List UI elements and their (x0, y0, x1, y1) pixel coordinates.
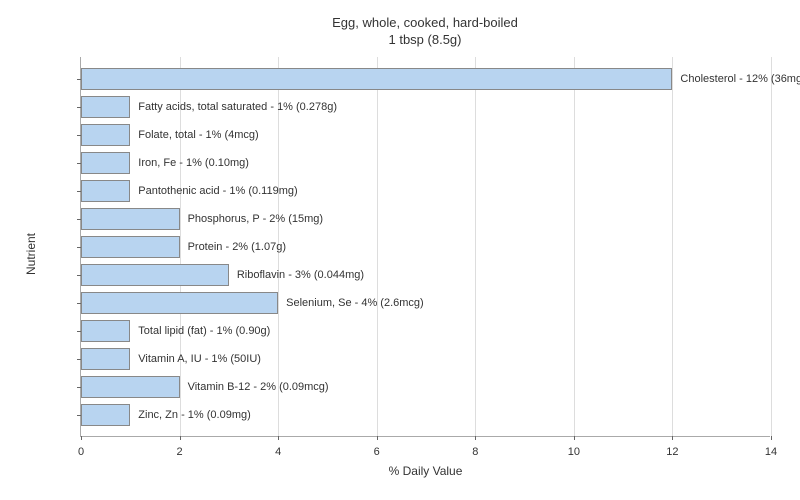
bar (81, 376, 180, 398)
chart-title-line1: Egg, whole, cooked, hard-boiled (80, 15, 770, 30)
gridline (475, 57, 476, 436)
x-tick (574, 436, 575, 440)
x-tick-label: 6 (374, 446, 380, 458)
bar (81, 96, 130, 118)
bar-row: Folate, total - 1% (4mcg) (81, 124, 259, 146)
x-tick (81, 436, 82, 440)
x-tick (672, 436, 673, 440)
bar (81, 152, 130, 174)
y-axis-label: Nutrient (24, 232, 38, 274)
bar (81, 124, 130, 146)
bar-row: Pantothenic acid - 1% (0.119mg) (81, 180, 298, 202)
bar-label: Vitamin B-12 - 2% (0.09mcg) (188, 381, 329, 393)
bar (81, 264, 229, 286)
x-axis-label: % Daily Value (389, 464, 463, 478)
chart-container: Egg, whole, cooked, hard-boiled 1 tbsp (… (0, 0, 800, 500)
bar-label: Vitamin A, IU - 1% (50IU) (138, 353, 261, 365)
bar-label: Protein - 2% (1.07g) (188, 241, 286, 253)
bar-row: Protein - 2% (1.07g) (81, 236, 286, 258)
x-tick (377, 436, 378, 440)
chart-title-line2: 1 tbsp (8.5g) (80, 32, 770, 47)
bar-label: Total lipid (fat) - 1% (0.90g) (138, 325, 270, 337)
x-tick (475, 436, 476, 440)
bar (81, 320, 130, 342)
bar-row: Selenium, Se - 4% (2.6mcg) (81, 292, 424, 314)
bar-label: Zinc, Zn - 1% (0.09mg) (138, 409, 250, 421)
plot-area: Nutrient % Daily Value 02468101214Choles… (80, 57, 770, 437)
bar-label: Selenium, Se - 4% (2.6mcg) (286, 297, 424, 309)
bar (81, 292, 278, 314)
gridline (574, 57, 575, 436)
x-tick-label: 14 (765, 446, 777, 458)
bar-row: Phosphorus, P - 2% (15mg) (81, 208, 323, 230)
bar-label: Iron, Fe - 1% (0.10mg) (138, 157, 249, 169)
x-tick-label: 12 (666, 446, 678, 458)
bar (81, 68, 672, 90)
bar-row: Vitamin B-12 - 2% (0.09mcg) (81, 376, 329, 398)
bar (81, 236, 180, 258)
bar-label: Fatty acids, total saturated - 1% (0.278… (138, 101, 337, 113)
bar-label: Pantothenic acid - 1% (0.119mg) (138, 185, 297, 197)
x-tick-label: 10 (568, 446, 580, 458)
bar-row: Iron, Fe - 1% (0.10mg) (81, 152, 249, 174)
bar-label: Phosphorus, P - 2% (15mg) (188, 213, 324, 225)
bar (81, 208, 180, 230)
gridline (377, 57, 378, 436)
bar (81, 348, 130, 370)
x-tick-label: 8 (472, 446, 478, 458)
bar-row: Zinc, Zn - 1% (0.09mg) (81, 404, 251, 426)
bar-row: Riboflavin - 3% (0.044mg) (81, 264, 364, 286)
bar-label: Cholesterol - 12% (36mg) (680, 73, 800, 85)
gridline (771, 57, 772, 436)
bar-label: Riboflavin - 3% (0.044mg) (237, 269, 364, 281)
x-tick (278, 436, 279, 440)
bar-row: Vitamin A, IU - 1% (50IU) (81, 348, 261, 370)
x-tick-label: 0 (78, 446, 84, 458)
x-tick (771, 436, 772, 440)
x-tick (180, 436, 181, 440)
bar-row: Cholesterol - 12% (36mg) (81, 68, 800, 90)
bar (81, 404, 130, 426)
bar-row: Total lipid (fat) - 1% (0.90g) (81, 320, 270, 342)
bar (81, 180, 130, 202)
bar-row: Fatty acids, total saturated - 1% (0.278… (81, 96, 337, 118)
x-tick-label: 2 (177, 446, 183, 458)
gridline (672, 57, 673, 436)
x-tick-label: 4 (275, 446, 281, 458)
bar-label: Folate, total - 1% (4mcg) (138, 129, 258, 141)
